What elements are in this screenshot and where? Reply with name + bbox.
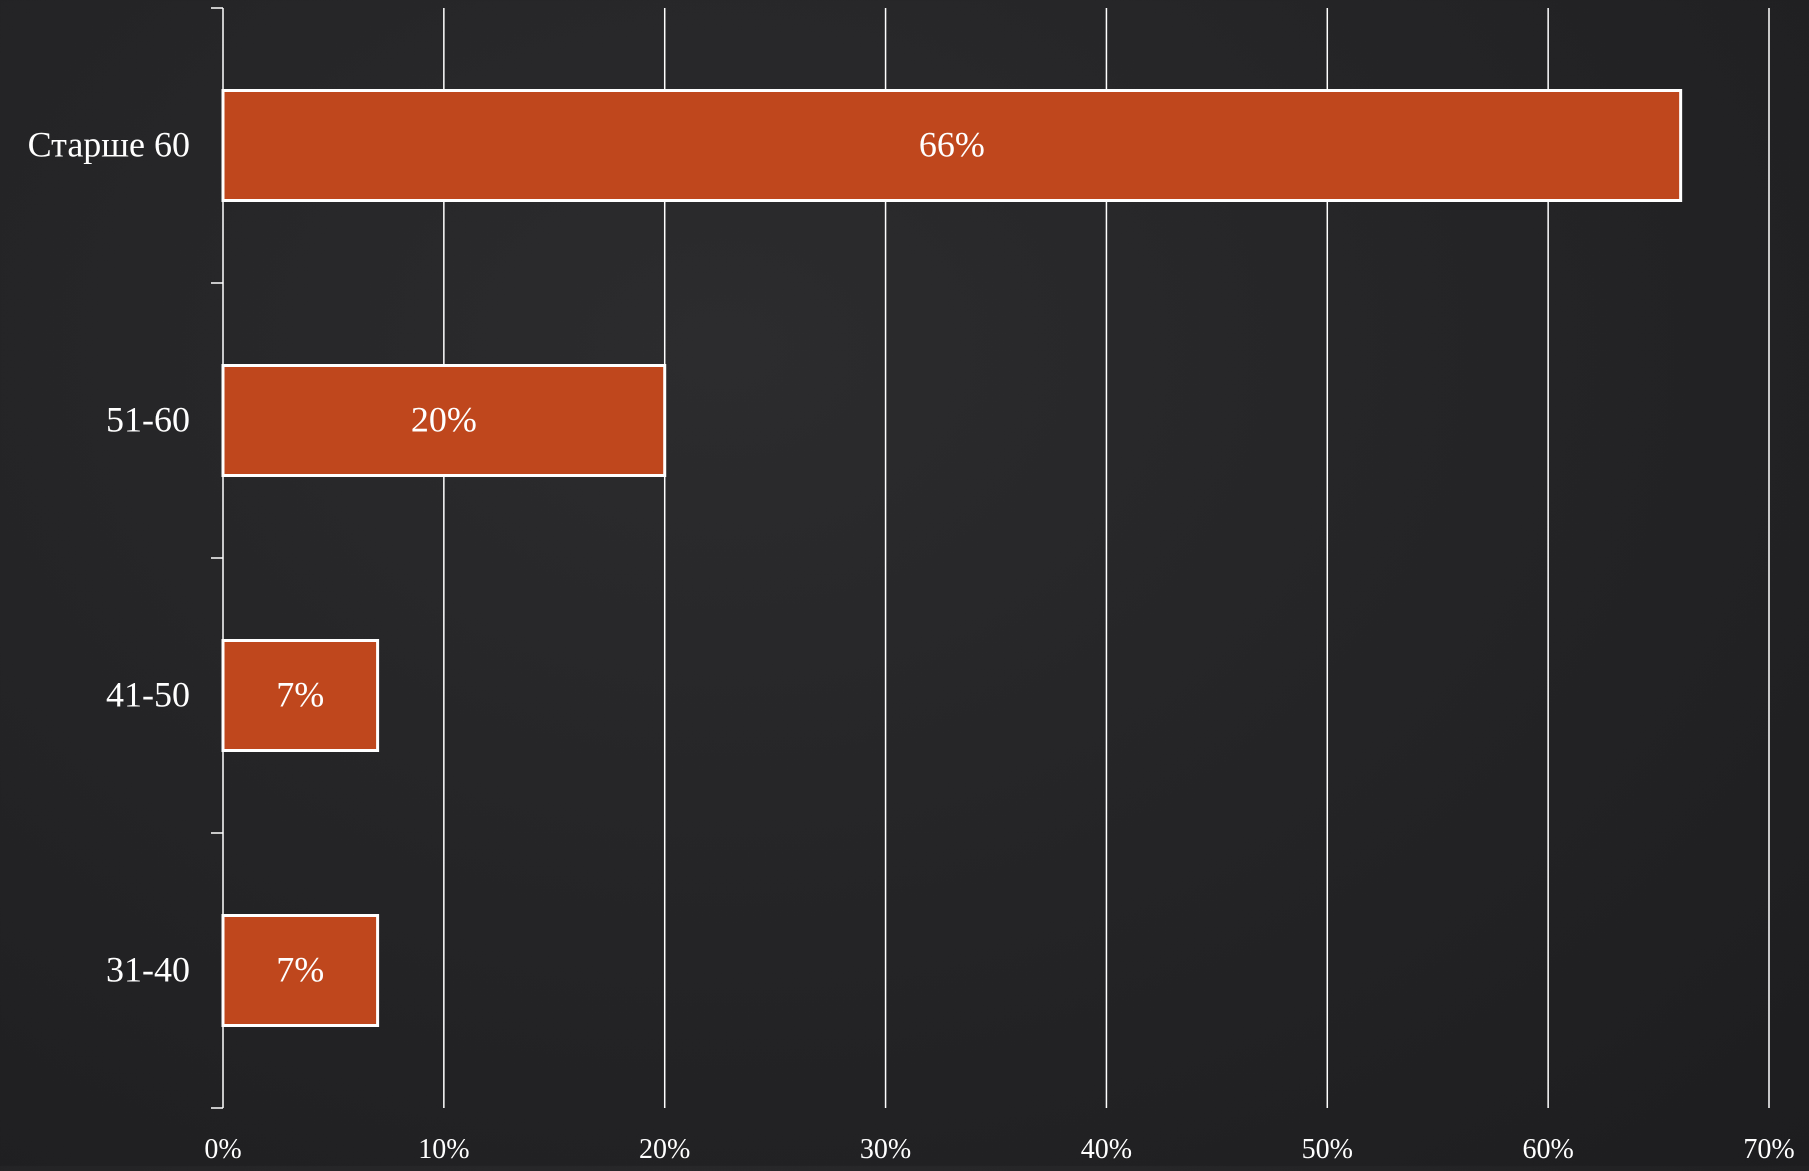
category-label: Старше 60: [28, 125, 190, 165]
bar: [221, 89, 1683, 202]
x-tick-label: 40%: [1081, 1134, 1132, 1165]
data-label: 20%: [411, 400, 477, 440]
x-tick-label: 0%: [204, 1134, 241, 1165]
y-axis: [211, 7, 224, 1109]
category-label: 51-60: [106, 400, 190, 440]
x-tick-label: 50%: [1302, 1134, 1353, 1165]
data-label: 7%: [276, 675, 324, 715]
x-tick-label: 70%: [1743, 1134, 1794, 1165]
bar: [221, 639, 380, 752]
category-label: 31-40: [106, 950, 190, 990]
x-tick-label: 30%: [860, 1134, 911, 1165]
x-tick-label: 10%: [418, 1134, 469, 1165]
data-label: 7%: [276, 950, 324, 990]
x-tick-label: 60%: [1522, 1134, 1573, 1165]
x-tick-label: 20%: [639, 1134, 690, 1165]
bars: [221, 89, 1683, 1027]
bar: [221, 914, 380, 1027]
bar: [221, 364, 667, 477]
category-label: 41-50: [106, 675, 190, 715]
labels: 0% 10% 20% 30% 40% 50% 60% 70% 66% Старше 60 20% 51…: [28, 125, 1795, 1166]
data-label: 66%: [919, 125, 985, 165]
